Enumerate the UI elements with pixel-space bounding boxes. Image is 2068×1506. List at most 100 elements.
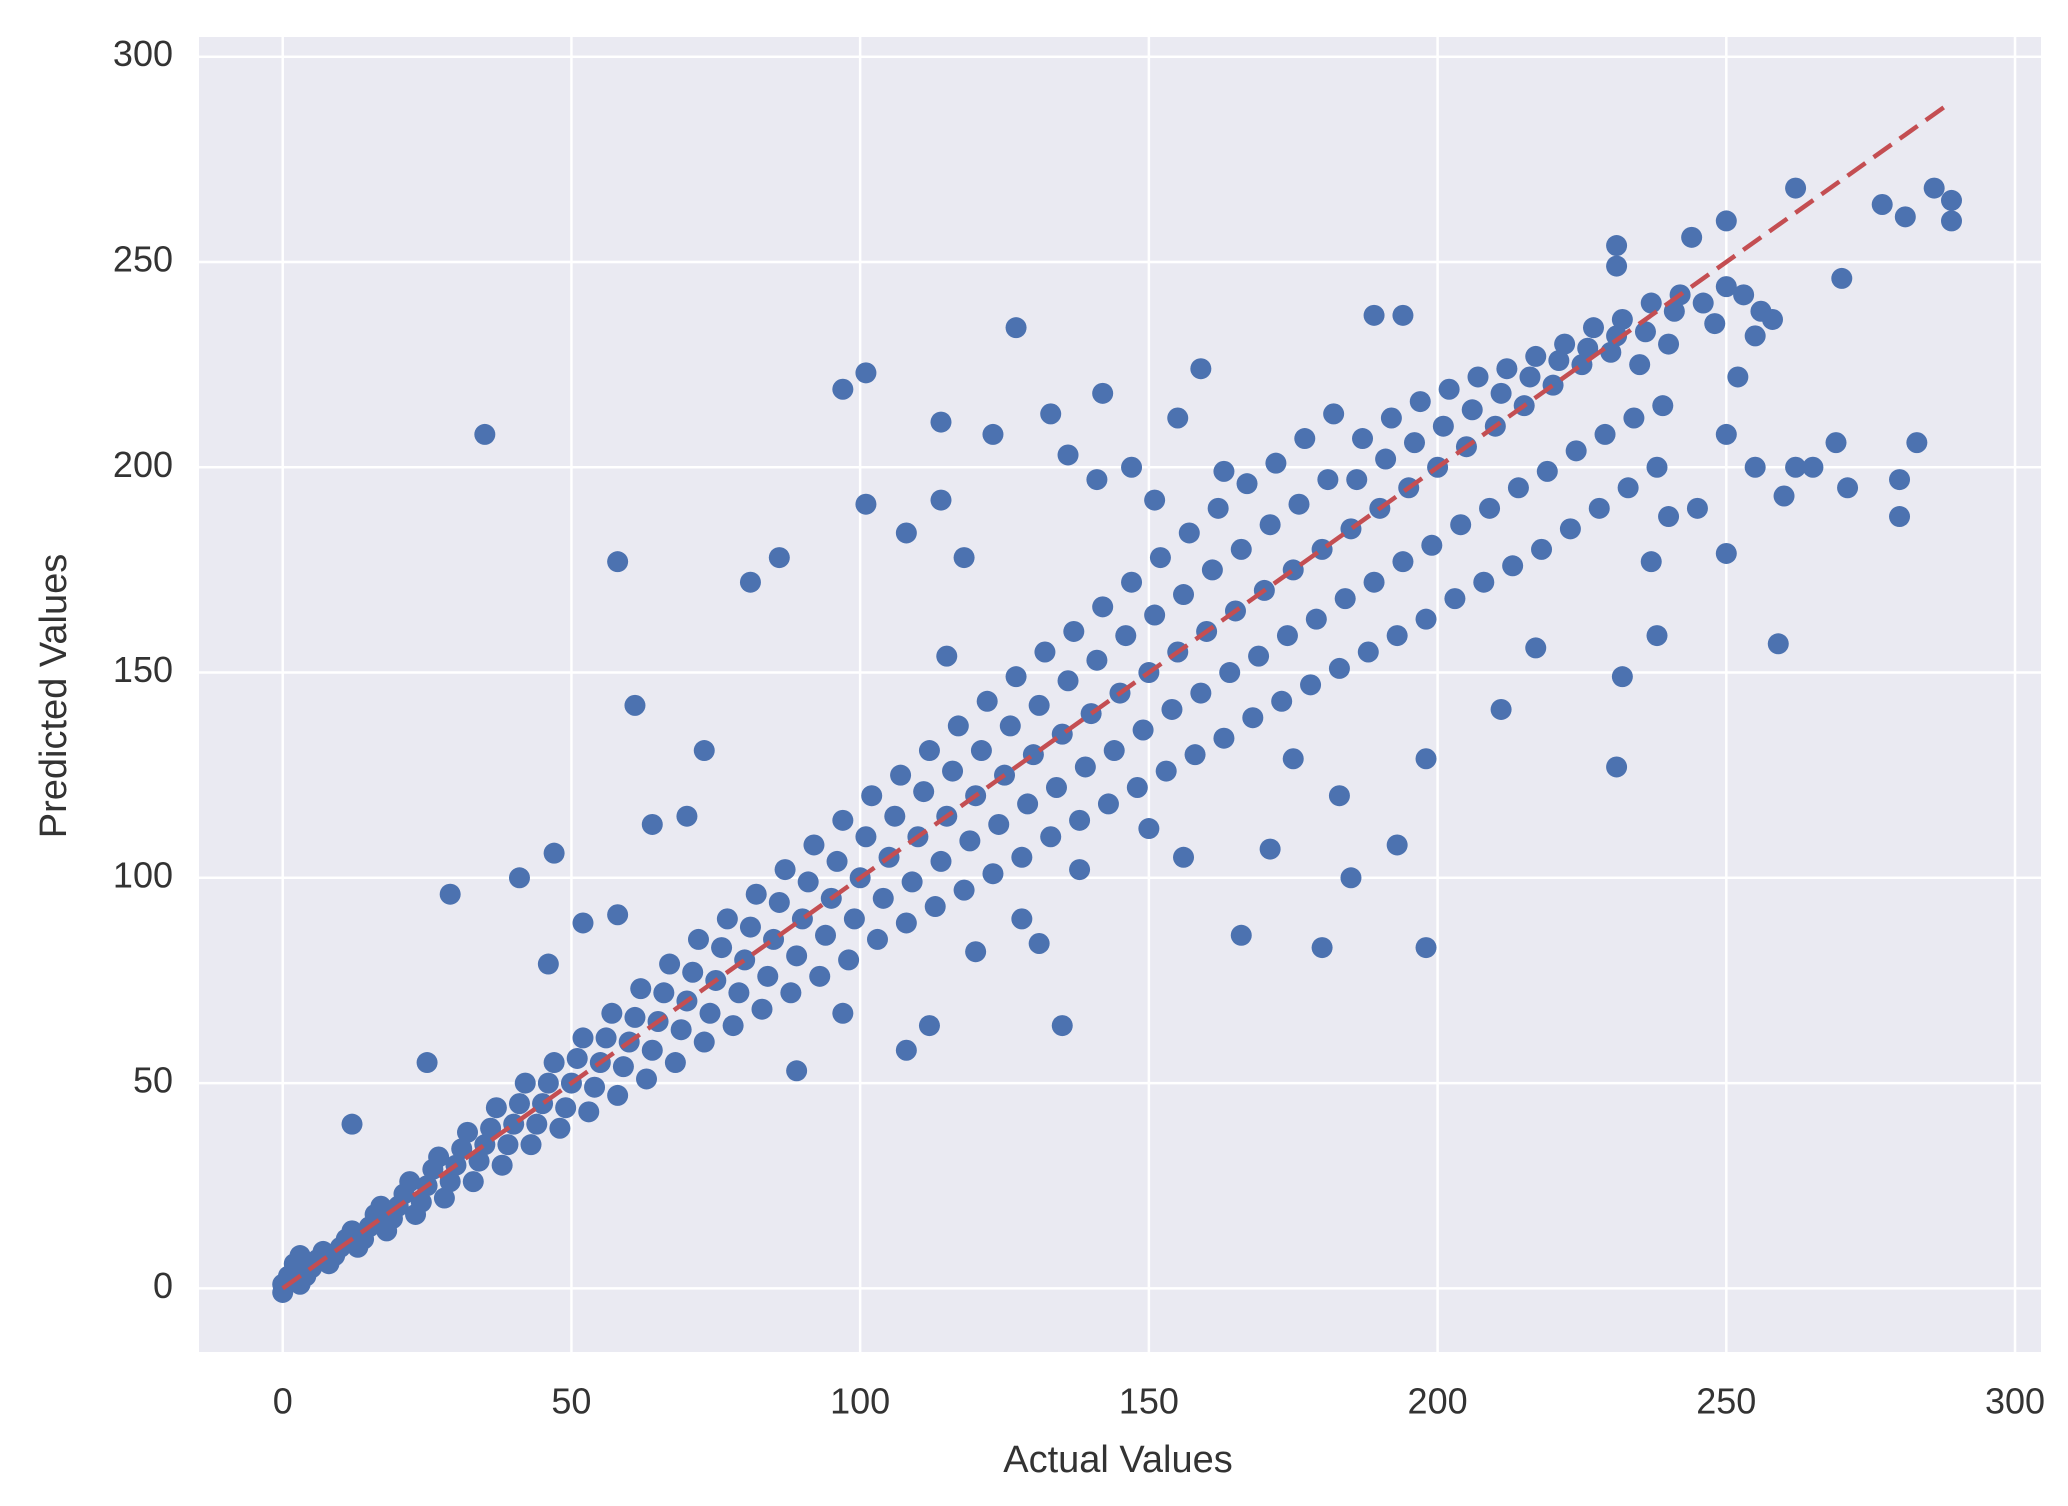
scatter-point xyxy=(1097,793,1119,815)
scatter-point xyxy=(341,1113,363,1135)
scatter-point xyxy=(1017,793,1039,815)
scatter-point xyxy=(399,1171,421,1193)
scatter-point xyxy=(1704,313,1726,335)
scatter-point xyxy=(832,1002,854,1024)
scatter-point xyxy=(774,859,796,881)
scatter-point xyxy=(508,1093,530,1115)
scatter-point xyxy=(988,813,1010,835)
scatter-point xyxy=(1028,694,1050,716)
scatter-point xyxy=(1259,838,1281,860)
scatter-point xyxy=(739,916,761,938)
scatter-point xyxy=(1155,760,1177,782)
scatter-point xyxy=(555,1097,577,1119)
scatter-point xyxy=(866,928,888,950)
scatter-point xyxy=(959,830,981,852)
scatter-point xyxy=(1744,325,1766,347)
scatter-point xyxy=(462,1171,484,1193)
scatter-point xyxy=(745,883,767,905)
scatter-point xyxy=(1213,727,1235,749)
scatter-point xyxy=(624,694,646,716)
scatter-point xyxy=(982,423,1004,445)
scatter-point xyxy=(584,1076,606,1098)
scatter-point xyxy=(999,715,1021,737)
scatter-point xyxy=(1715,423,1737,445)
scatter-point xyxy=(1923,177,1945,199)
scatter-point xyxy=(1889,506,1911,528)
scatter-point xyxy=(895,912,917,934)
scatter-point xyxy=(1646,625,1668,647)
scatter-point xyxy=(1190,358,1212,380)
scatter-point xyxy=(1167,407,1189,429)
scatter-point xyxy=(1715,542,1737,564)
scatter-point xyxy=(953,547,975,569)
scatter-point xyxy=(485,1097,507,1119)
scatter-point xyxy=(439,1171,461,1193)
scatter-point xyxy=(1606,255,1628,277)
scatter-point xyxy=(416,1052,438,1074)
scatter-point xyxy=(768,547,790,569)
scatter-point xyxy=(1467,366,1489,388)
scatter-point xyxy=(1658,333,1680,355)
scatter-point xyxy=(641,1039,663,1061)
scatter-point xyxy=(1600,341,1622,363)
scatter-point xyxy=(659,953,681,975)
scatter-point xyxy=(901,871,923,893)
scatter-point xyxy=(1940,210,1962,232)
scatter-point xyxy=(1611,666,1633,688)
y-axis-label: Predicted Values xyxy=(33,554,75,838)
scatter-point xyxy=(1582,317,1604,339)
scatter-point xyxy=(1086,649,1108,671)
scatter-point xyxy=(1276,625,1298,647)
scatter-point xyxy=(1288,493,1310,515)
scatter-point xyxy=(1305,608,1327,630)
scatter-point xyxy=(884,805,906,827)
scatter-point xyxy=(1559,518,1581,540)
scatter-point xyxy=(942,760,964,782)
scatter-point xyxy=(1432,415,1454,437)
y-tick-label: 150 xyxy=(113,649,173,690)
scatter-point xyxy=(930,411,952,433)
scatter-point xyxy=(936,645,958,667)
scatter-point xyxy=(1005,317,1027,339)
x-tick-label: 300 xyxy=(1985,1381,2045,1422)
scatter-point xyxy=(1744,456,1766,478)
scatter-point xyxy=(1074,756,1096,778)
scatter-point xyxy=(1606,325,1628,347)
scatter-point xyxy=(682,961,704,983)
scatter-point xyxy=(1652,395,1674,417)
scatter-point xyxy=(1173,846,1195,868)
scatter-point xyxy=(1502,555,1524,577)
scatter-point xyxy=(1715,276,1737,298)
scatter-point xyxy=(722,1015,744,1037)
scatter-point xyxy=(653,982,675,1004)
scatter-point xyxy=(1236,473,1258,495)
scatter-point xyxy=(815,924,837,946)
scatter-point xyxy=(797,871,819,893)
scatter-point xyxy=(1640,551,1662,573)
scatter-point xyxy=(1461,399,1483,421)
scatter-point xyxy=(1554,333,1576,355)
x-tick-label: 200 xyxy=(1408,1381,1468,1422)
scatter-point xyxy=(895,522,917,544)
scatter-point xyxy=(1525,637,1547,659)
scatter-point xyxy=(272,1273,294,1295)
scatter-point xyxy=(543,842,565,864)
scatter-point xyxy=(497,1134,519,1156)
x-tick-label: 50 xyxy=(551,1381,591,1422)
scatter-point xyxy=(1219,662,1241,684)
y-tick-label: 250 xyxy=(113,238,173,279)
scatter-point xyxy=(607,904,629,926)
scatter-point xyxy=(1034,641,1056,663)
scatter-point xyxy=(895,1039,917,1061)
scatter-point xyxy=(1773,485,1795,507)
scatter-point xyxy=(520,1134,542,1156)
scatter-point xyxy=(1871,194,1893,216)
scatter-point xyxy=(549,1117,571,1139)
scatter-point xyxy=(982,863,1004,885)
scatter-point xyxy=(953,879,975,901)
scatter-point xyxy=(1594,423,1616,445)
scatter-point xyxy=(537,953,559,975)
scatter-point xyxy=(699,1002,721,1024)
scatter-point xyxy=(1323,403,1345,425)
scatter-point xyxy=(630,978,652,1000)
